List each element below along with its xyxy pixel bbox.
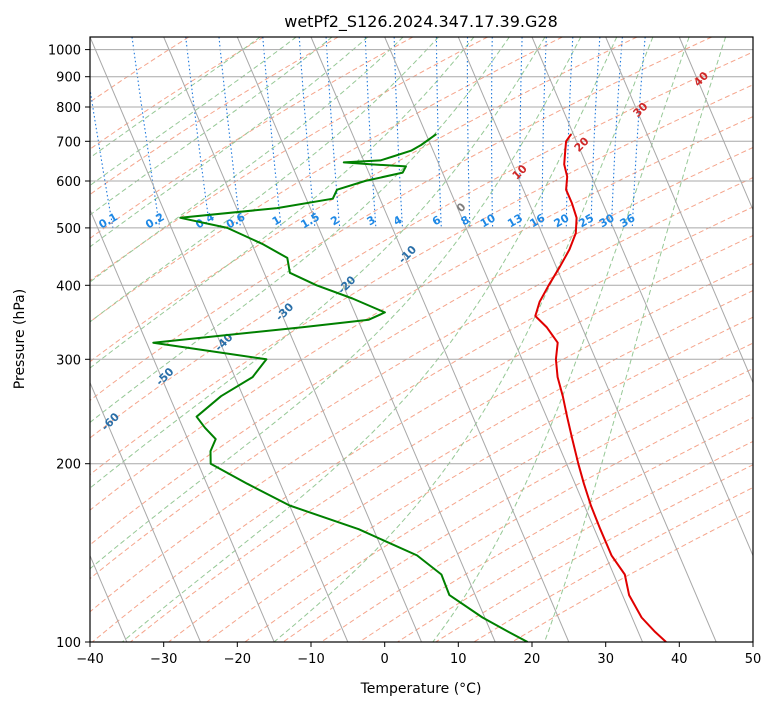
isobar-grid (90, 49, 753, 642)
isotherm-line (236, 37, 496, 642)
y-tick-label: 200 (56, 458, 81, 473)
mixing-ratio-line (218, 37, 242, 228)
moist-adiabat-line (90, 37, 475, 369)
dry-adiabat-line (90, 37, 712, 401)
dry-adiabat-line (90, 177, 753, 580)
y-tick-label: 300 (56, 353, 81, 368)
isotherm-line (90, 381, 201, 642)
isotherm-line (605, 37, 753, 384)
y-tick-label: 900 (56, 71, 81, 86)
x-tick-label: 20 (524, 652, 541, 667)
dry-adiabat-line (206, 316, 753, 642)
x-tick-label: 50 (745, 652, 762, 667)
moist-adiabat-line (90, 37, 333, 216)
dry-adiabat-line (90, 206, 753, 613)
dry-adiabat-line (168, 290, 753, 642)
dry-adiabat-line (90, 37, 638, 363)
moist-adiabat-line (432, 37, 690, 642)
y-tick-label: 400 (56, 279, 81, 294)
isotherm-line (310, 37, 570, 642)
moist-adiabat-line (90, 37, 369, 248)
moist-adiabat-line (90, 37, 546, 489)
dry-adiabat-line (90, 37, 488, 282)
moist-adiabats (90, 37, 727, 642)
x-tick-label: 30 (597, 652, 614, 667)
dry-adiabat-line (90, 146, 753, 546)
sounding-series (152, 133, 667, 642)
mixing-ratio-line (262, 37, 282, 228)
x-tick-label: −10 (297, 652, 324, 667)
y-tick-label: 1000 (48, 44, 81, 59)
x-tick-label: 0 (381, 652, 389, 667)
x-axis: −40 −30 −20 −10 0 10 20 30 40 50 (76, 642, 761, 667)
chart-title: wetPf2_S126.2024.347.17.39.G28 (284, 12, 558, 32)
y-axis: 100 200 300 400 500 600 700 800 900 1000 (48, 44, 90, 651)
x-tick-label: 40 (671, 652, 688, 667)
plot-frame (89, 36, 754, 643)
dry-adiabat-line (90, 37, 563, 323)
mixing-ratio-line (90, 85, 114, 228)
isotherm-line (163, 37, 422, 642)
y-tick-label: 100 (56, 636, 81, 651)
moist-adiabat-line (544, 37, 727, 642)
mixing-ratio-line (185, 37, 211, 228)
y-tick-label: 700 (56, 135, 81, 150)
x-tick-label: 10 (450, 652, 467, 667)
mixing-ratio-line (631, 37, 646, 228)
mixing-ratio-line (298, 37, 316, 228)
x-tick-label: −30 (150, 652, 177, 667)
moist-adiabat-line (90, 37, 582, 570)
isotherm-line (384, 37, 643, 642)
isotherm-line (457, 37, 717, 642)
dry-adiabat-line (90, 37, 264, 150)
moist-adiabat-line (121, 37, 618, 642)
dry-adiabat-line (282, 367, 753, 642)
moist-adiabat-line (90, 37, 439, 323)
isotherm-line (90, 37, 349, 642)
x-tick-label: −40 (76, 652, 103, 667)
x-tick-label: −20 (224, 652, 251, 667)
isotherm-line (678, 37, 753, 212)
moist-adiabat-line (90, 37, 510, 424)
y-tick-label: 500 (56, 222, 81, 237)
y-tick-label: 800 (56, 101, 81, 116)
dry-adiabat-line (90, 116, 753, 511)
dry-adiabat-line (90, 51, 753, 439)
moist-adiabat-line (273, 37, 654, 642)
isotherm-line (531, 37, 753, 557)
y-tick-label: 600 (56, 175, 81, 190)
dry-adiabat-line (90, 84, 753, 476)
x-axis-label: Temperature (°C) (360, 681, 482, 697)
isotherm-line (90, 208, 275, 642)
dry-adiabat-line (90, 37, 339, 196)
isotherm-grid (90, 37, 753, 642)
dry-adiabat-line (244, 342, 753, 642)
moist-adiabat-line (90, 37, 261, 159)
y-axis-label: Pressure (hPa) (12, 289, 28, 389)
temperature-profile-line (534, 133, 667, 642)
dewpoint-profile-line (152, 133, 529, 642)
